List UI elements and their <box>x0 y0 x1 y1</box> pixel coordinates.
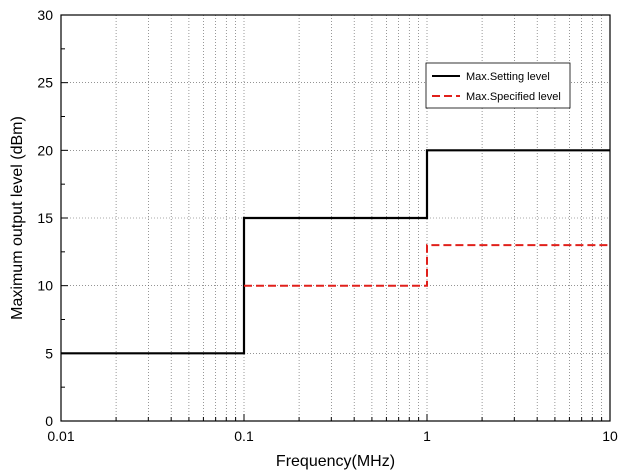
y-tick-label: 30 <box>37 7 53 23</box>
x-axis-label: Frequency(MHz) <box>276 453 395 470</box>
legend-label-1: Max.Setting level <box>466 71 550 83</box>
series-line-1 <box>61 149 610 355</box>
y-tick-label: 10 <box>37 278 53 294</box>
y-tick-labels: 0 5 10 15 20 25 30 <box>37 7 53 429</box>
y-tick-label: 25 <box>37 75 53 91</box>
x-tick-label: 10 <box>602 428 618 444</box>
y-tick-label: 0 <box>45 413 53 429</box>
y-axis-label: Maximum output level (dBm) <box>9 116 26 320</box>
y-tick-label: 15 <box>37 210 53 226</box>
legend: Max.Setting level Max.Specified level <box>425 62 571 109</box>
y-tick-label: 5 <box>45 345 53 361</box>
x-tick-label: 1 <box>423 428 431 444</box>
series-line-2 <box>244 244 610 287</box>
x-tick-labels: 0.01 0.1 1 10 <box>47 428 618 444</box>
legend-box <box>425 62 571 109</box>
plot-frame <box>60 14 611 422</box>
y-tick-label: 20 <box>37 142 53 158</box>
x-tick-label: 0.1 <box>234 428 254 444</box>
x-tick-label: 0.01 <box>47 428 74 444</box>
legend-label-2: Max.Specified level <box>466 91 561 103</box>
series-layer <box>61 149 610 355</box>
